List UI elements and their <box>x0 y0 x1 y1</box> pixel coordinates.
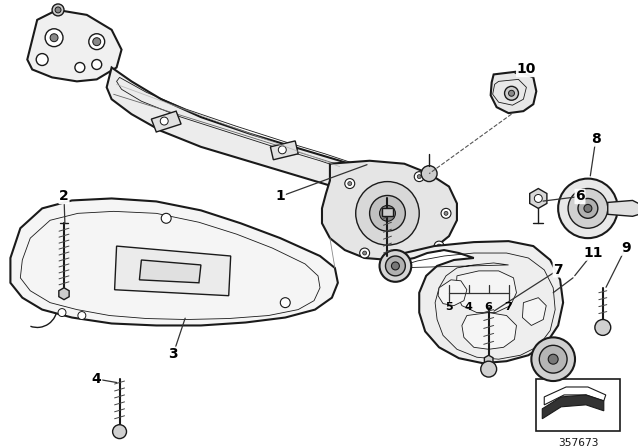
Polygon shape <box>456 271 516 313</box>
Circle shape <box>584 204 592 212</box>
Circle shape <box>370 195 405 231</box>
Text: 8: 8 <box>591 132 601 146</box>
Text: 5: 5 <box>445 302 453 312</box>
Circle shape <box>55 7 61 13</box>
Circle shape <box>421 166 437 181</box>
Circle shape <box>93 38 100 46</box>
Circle shape <box>534 194 542 202</box>
Circle shape <box>558 179 618 238</box>
Text: 3: 3 <box>168 347 178 361</box>
Text: 6: 6 <box>484 302 493 312</box>
Polygon shape <box>381 208 394 216</box>
Polygon shape <box>28 10 122 82</box>
Circle shape <box>509 90 515 96</box>
Circle shape <box>595 319 611 336</box>
Circle shape <box>380 250 412 282</box>
Polygon shape <box>438 280 467 306</box>
Polygon shape <box>140 260 201 283</box>
Circle shape <box>568 189 608 228</box>
Polygon shape <box>10 198 338 325</box>
Circle shape <box>548 354 558 364</box>
Circle shape <box>89 34 105 50</box>
Polygon shape <box>115 246 230 296</box>
Circle shape <box>392 262 399 270</box>
Circle shape <box>58 309 66 317</box>
Circle shape <box>278 146 286 154</box>
Text: 1: 1 <box>275 190 285 203</box>
Circle shape <box>61 293 67 299</box>
Circle shape <box>92 60 102 69</box>
Circle shape <box>437 244 441 248</box>
Polygon shape <box>491 71 536 113</box>
Polygon shape <box>270 141 298 160</box>
Circle shape <box>45 29 63 47</box>
Circle shape <box>52 4 64 16</box>
Polygon shape <box>107 68 404 198</box>
Circle shape <box>441 208 451 218</box>
Circle shape <box>504 86 518 100</box>
Circle shape <box>363 251 367 255</box>
Text: 10: 10 <box>516 62 536 77</box>
Text: 11: 11 <box>583 246 603 260</box>
Circle shape <box>578 198 598 218</box>
Polygon shape <box>322 161 457 260</box>
Polygon shape <box>59 288 69 300</box>
Text: 4: 4 <box>465 302 473 312</box>
Circle shape <box>531 337 575 381</box>
Polygon shape <box>542 395 604 419</box>
Polygon shape <box>522 297 546 325</box>
Text: 9: 9 <box>621 241 630 255</box>
Circle shape <box>417 175 421 179</box>
Circle shape <box>50 34 58 42</box>
Circle shape <box>434 241 444 251</box>
Polygon shape <box>381 241 563 363</box>
Circle shape <box>345 179 355 189</box>
Circle shape <box>75 63 85 73</box>
Circle shape <box>160 117 168 125</box>
Polygon shape <box>462 313 516 349</box>
Bar <box>536 379 620 431</box>
Polygon shape <box>608 200 640 216</box>
Polygon shape <box>530 189 547 208</box>
Circle shape <box>280 297 290 308</box>
Circle shape <box>481 361 497 377</box>
Circle shape <box>540 345 567 373</box>
Text: 2: 2 <box>59 190 69 203</box>
Circle shape <box>113 425 127 439</box>
Circle shape <box>356 181 419 245</box>
Text: 7: 7 <box>505 302 513 312</box>
Circle shape <box>161 213 171 223</box>
Circle shape <box>348 181 352 185</box>
Circle shape <box>380 205 396 221</box>
Circle shape <box>444 211 448 215</box>
Text: 7: 7 <box>554 263 563 277</box>
Circle shape <box>36 54 48 65</box>
Text: 4: 4 <box>92 372 102 386</box>
Circle shape <box>385 256 405 276</box>
Text: 357673: 357673 <box>557 438 598 448</box>
Text: 6: 6 <box>575 190 585 203</box>
Polygon shape <box>484 355 493 365</box>
Circle shape <box>414 172 424 181</box>
Circle shape <box>78 311 86 319</box>
Polygon shape <box>151 111 181 132</box>
Circle shape <box>360 248 370 258</box>
